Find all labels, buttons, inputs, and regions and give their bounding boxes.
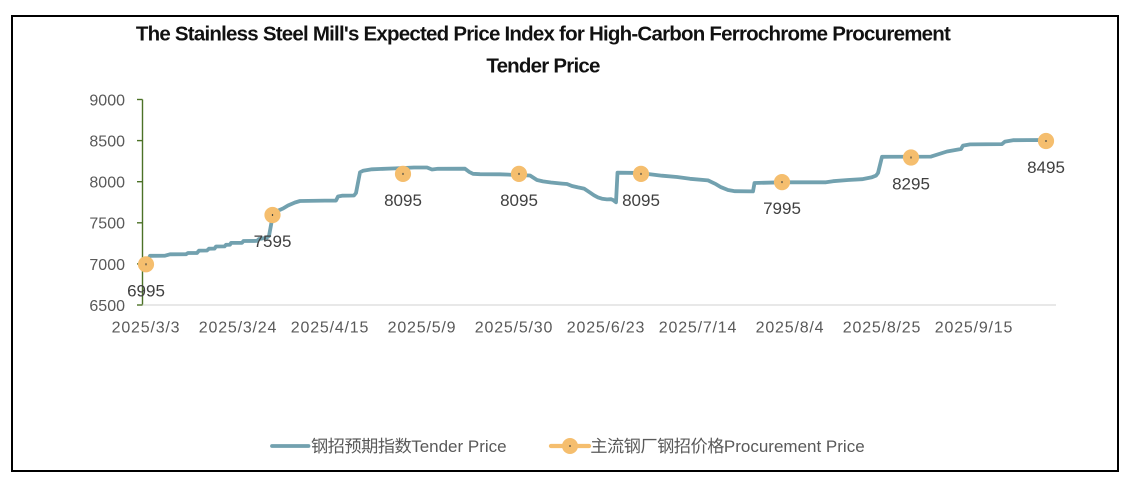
svg-text:2025/5/30: 2025/5/30: [475, 320, 553, 337]
svg-text:The Stainless Steel Mill's Exp: The Stainless Steel Mill's Expected Pric…: [136, 23, 951, 46]
svg-text:2025/7/14: 2025/7/14: [659, 320, 737, 337]
svg-text:Tender Price: Tender Price: [411, 437, 506, 456]
svg-text:2025/5/9: 2025/5/9: [388, 320, 457, 337]
svg-text:Procurement Price: Procurement Price: [724, 437, 865, 456]
svg-text:8095: 8095: [622, 191, 660, 210]
svg-text:9000: 9000: [89, 92, 125, 109]
svg-text:7595: 7595: [254, 232, 292, 251]
svg-text:2025/4/15: 2025/4/15: [291, 320, 369, 337]
svg-text:8000: 8000: [89, 175, 125, 192]
svg-text:7500: 7500: [89, 216, 125, 233]
svg-text:8500: 8500: [89, 134, 125, 151]
svg-text:Tender Price: Tender Price: [486, 55, 600, 78]
svg-text:2025/8/25: 2025/8/25: [843, 320, 921, 337]
svg-text:7000: 7000: [89, 257, 125, 274]
svg-text:8295: 8295: [892, 175, 930, 194]
svg-text:8095: 8095: [384, 191, 422, 210]
svg-text:8495: 8495: [1027, 158, 1065, 177]
svg-text:6500: 6500: [89, 298, 125, 315]
svg-text:2025/9/15: 2025/9/15: [935, 320, 1013, 337]
svg-text:2025/6/23: 2025/6/23: [567, 320, 645, 337]
svg-text:8095: 8095: [500, 191, 538, 210]
svg-text:2025/3/24: 2025/3/24: [199, 320, 277, 337]
svg-text:7995: 7995: [763, 199, 801, 218]
svg-text:2025/3/3: 2025/3/3: [112, 320, 181, 337]
svg-text:2025/8/4: 2025/8/4: [756, 320, 825, 337]
svg-text:6995: 6995: [127, 281, 165, 300]
